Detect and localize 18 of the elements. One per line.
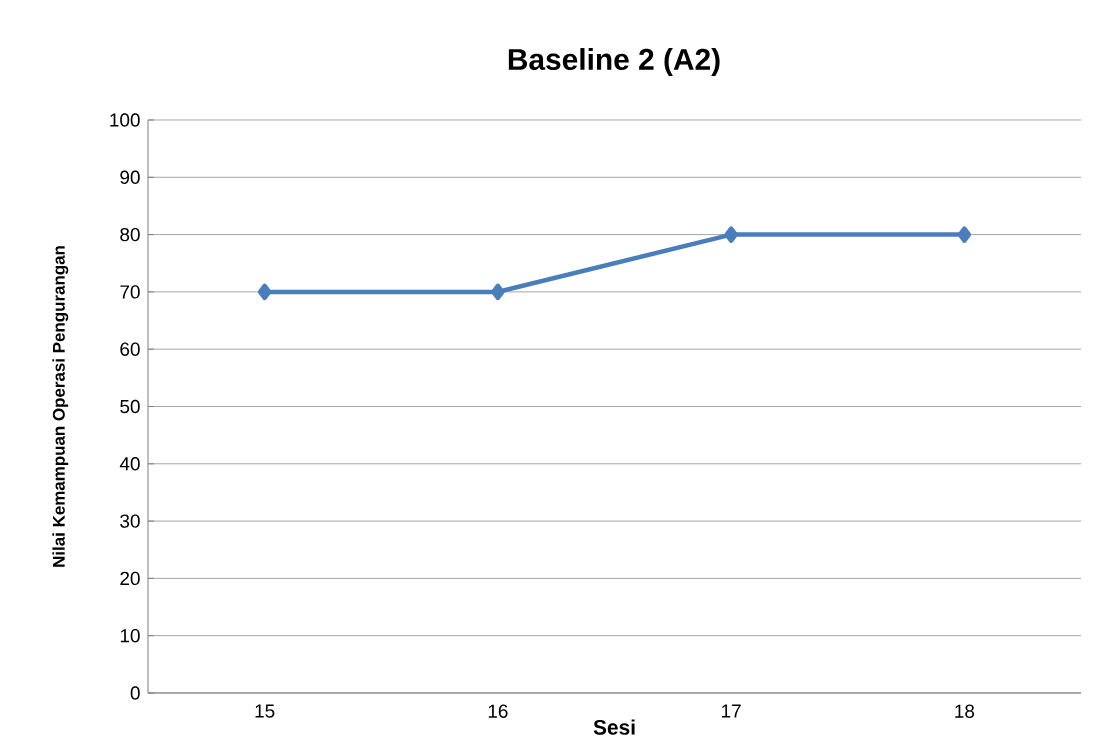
y-tick-label: 10 (120, 628, 140, 643)
chart-title: Baseline 2 (A2) (508, 48, 720, 76)
y-tick-label: 0 (130, 686, 140, 700)
y-tick-label: 70 (120, 285, 140, 299)
x-tick-label: 18 (955, 704, 975, 718)
y-tick-label: 50 (120, 399, 140, 414)
x-tick-label: 16 (488, 704, 508, 718)
y-tick-label: 100 (110, 113, 140, 127)
y-axis-title: Nilai Kemampuan Operasi Pengurangan (52, 246, 69, 567)
y-tick-label: 30 (120, 514, 140, 528)
x-tick-label: 17 (722, 704, 741, 718)
y-tick-label: 40 (119, 457, 140, 471)
y-tick-label: 60 (120, 342, 140, 356)
x-tick-label: 15 (255, 704, 275, 718)
x-axis-title: Sesi (593, 719, 635, 735)
y-tick-label: 80 (120, 227, 140, 242)
y-tick-label: 20 (120, 571, 140, 586)
y-tick-label: 90 (120, 170, 140, 184)
